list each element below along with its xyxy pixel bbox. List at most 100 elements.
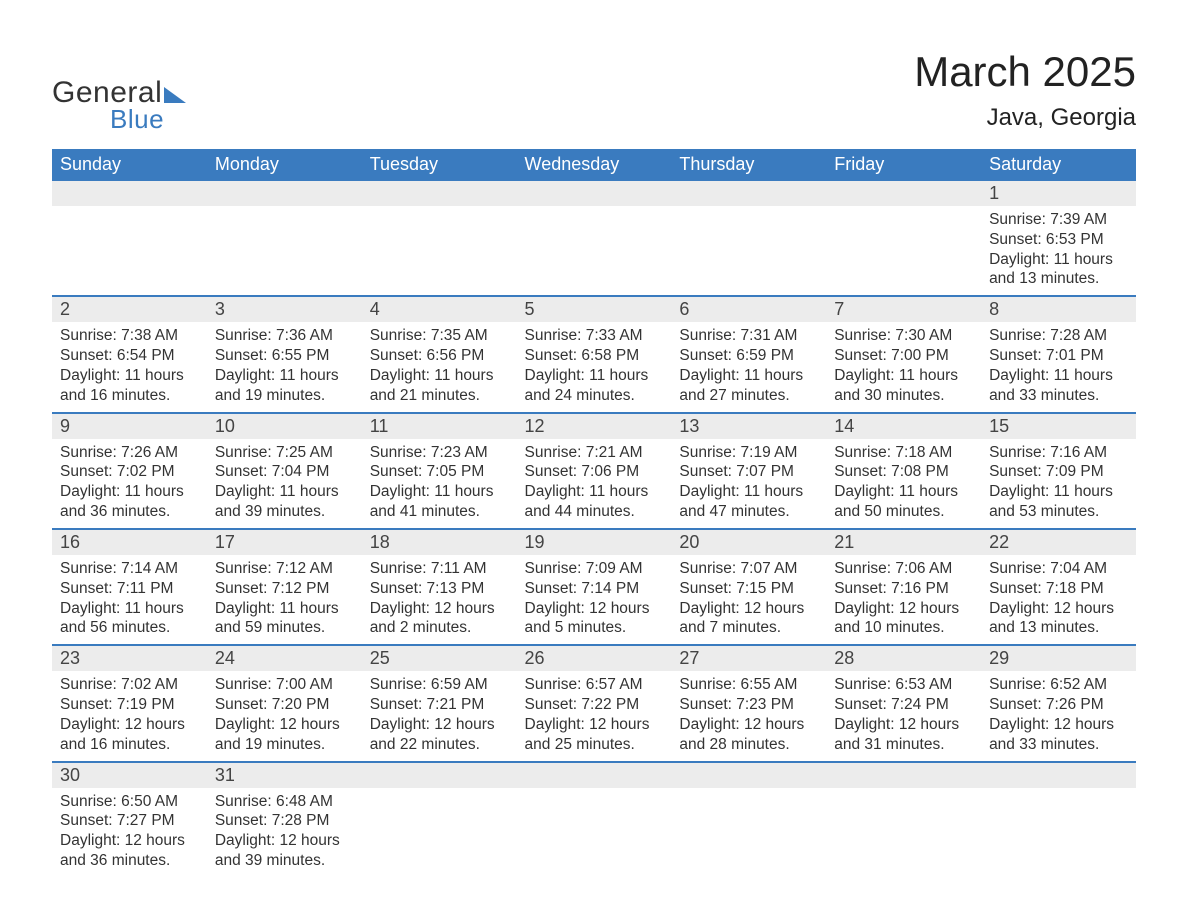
header: General Blue March 2025 Java, Georgia bbox=[52, 48, 1136, 135]
sunrise-line: Sunrise: 6:48 AM bbox=[215, 792, 356, 812]
day-number bbox=[52, 181, 207, 206]
day-details: Sunrise: 7:07 AMSunset: 7:15 PMDaylight:… bbox=[671, 555, 826, 644]
calendar-cell: 8Sunrise: 7:28 AMSunset: 7:01 PMDaylight… bbox=[981, 296, 1136, 412]
daylight-line: Daylight: 12 hours and 2 minutes. bbox=[370, 599, 511, 639]
daylight-line: Daylight: 12 hours and 7 minutes. bbox=[679, 599, 820, 639]
calendar-week: 2Sunrise: 7:38 AMSunset: 6:54 PMDaylight… bbox=[52, 296, 1136, 412]
day-number: 23 bbox=[52, 646, 207, 671]
calendar-cell: 17Sunrise: 7:12 AMSunset: 7:12 PMDayligh… bbox=[207, 529, 362, 645]
sunrise-line: Sunrise: 7:18 AM bbox=[834, 443, 975, 463]
daylight-line: Daylight: 11 hours and 33 minutes. bbox=[989, 366, 1130, 406]
day-number: 30 bbox=[52, 763, 207, 788]
calendar-cell: 14Sunrise: 7:18 AMSunset: 7:08 PMDayligh… bbox=[826, 413, 981, 529]
calendar-cell bbox=[826, 181, 981, 296]
calendar-cell bbox=[826, 762, 981, 877]
brand-word-2: Blue bbox=[110, 104, 164, 135]
day-details: Sunrise: 6:57 AMSunset: 7:22 PMDaylight:… bbox=[517, 671, 672, 760]
sunrise-line: Sunrise: 6:55 AM bbox=[679, 675, 820, 695]
day-details: Sunrise: 6:52 AMSunset: 7:26 PMDaylight:… bbox=[981, 671, 1136, 760]
day-details: Sunrise: 7:25 AMSunset: 7:04 PMDaylight:… bbox=[207, 439, 362, 528]
location: Java, Georgia bbox=[914, 104, 1136, 132]
day-number: 14 bbox=[826, 414, 981, 439]
calendar-cell: 5Sunrise: 7:33 AMSunset: 6:58 PMDaylight… bbox=[517, 296, 672, 412]
sunset-line: Sunset: 6:59 PM bbox=[679, 346, 820, 366]
calendar-cell bbox=[362, 181, 517, 296]
day-details: Sunrise: 6:48 AMSunset: 7:28 PMDaylight:… bbox=[207, 788, 362, 877]
sunset-line: Sunset: 7:06 PM bbox=[525, 462, 666, 482]
page-title: March 2025 bbox=[914, 48, 1136, 96]
daylight-line: Daylight: 11 hours and 47 minutes. bbox=[679, 482, 820, 522]
daylight-line: Daylight: 11 hours and 19 minutes. bbox=[215, 366, 356, 406]
day-number: 12 bbox=[517, 414, 672, 439]
day-details: Sunrise: 7:26 AMSunset: 7:02 PMDaylight:… bbox=[52, 439, 207, 528]
sunset-line: Sunset: 7:11 PM bbox=[60, 579, 201, 599]
day-number: 17 bbox=[207, 530, 362, 555]
day-details: Sunrise: 7:02 AMSunset: 7:19 PMDaylight:… bbox=[52, 671, 207, 760]
day-number: 8 bbox=[981, 297, 1136, 322]
calendar-cell: 25Sunrise: 6:59 AMSunset: 7:21 PMDayligh… bbox=[362, 645, 517, 761]
day-details: Sunrise: 7:18 AMSunset: 7:08 PMDaylight:… bbox=[826, 439, 981, 528]
day-details: Sunrise: 7:35 AMSunset: 6:56 PMDaylight:… bbox=[362, 322, 517, 411]
day-details bbox=[826, 788, 981, 866]
sunrise-line: Sunrise: 6:59 AM bbox=[370, 675, 511, 695]
day-number bbox=[362, 181, 517, 206]
calendar-cell: 15Sunrise: 7:16 AMSunset: 7:09 PMDayligh… bbox=[981, 413, 1136, 529]
sunrise-line: Sunrise: 7:31 AM bbox=[679, 326, 820, 346]
day-number bbox=[362, 763, 517, 788]
sunrise-line: Sunrise: 7:11 AM bbox=[370, 559, 511, 579]
sunrise-line: Sunrise: 7:04 AM bbox=[989, 559, 1130, 579]
sunset-line: Sunset: 7:14 PM bbox=[525, 579, 666, 599]
calendar-cell: 28Sunrise: 6:53 AMSunset: 7:24 PMDayligh… bbox=[826, 645, 981, 761]
calendar-cell: 3Sunrise: 7:36 AMSunset: 6:55 PMDaylight… bbox=[207, 296, 362, 412]
day-details: Sunrise: 6:53 AMSunset: 7:24 PMDaylight:… bbox=[826, 671, 981, 760]
day-details: Sunrise: 7:09 AMSunset: 7:14 PMDaylight:… bbox=[517, 555, 672, 644]
calendar-cell: 13Sunrise: 7:19 AMSunset: 7:07 PMDayligh… bbox=[671, 413, 826, 529]
day-header: Tuesday bbox=[362, 149, 517, 181]
day-details: Sunrise: 7:00 AMSunset: 7:20 PMDaylight:… bbox=[207, 671, 362, 760]
sunrise-line: Sunrise: 7:07 AM bbox=[679, 559, 820, 579]
sunset-line: Sunset: 7:24 PM bbox=[834, 695, 975, 715]
calendar-cell: 19Sunrise: 7:09 AMSunset: 7:14 PMDayligh… bbox=[517, 529, 672, 645]
day-number bbox=[517, 181, 672, 206]
calendar-cell: 21Sunrise: 7:06 AMSunset: 7:16 PMDayligh… bbox=[826, 529, 981, 645]
day-number: 6 bbox=[671, 297, 826, 322]
day-number: 19 bbox=[517, 530, 672, 555]
sunrise-line: Sunrise: 7:06 AM bbox=[834, 559, 975, 579]
day-details: Sunrise: 7:36 AMSunset: 6:55 PMDaylight:… bbox=[207, 322, 362, 411]
sunset-line: Sunset: 7:13 PM bbox=[370, 579, 511, 599]
daylight-line: Daylight: 11 hours and 24 minutes. bbox=[525, 366, 666, 406]
day-header: Wednesday bbox=[517, 149, 672, 181]
day-header: Thursday bbox=[671, 149, 826, 181]
day-details: Sunrise: 6:59 AMSunset: 7:21 PMDaylight:… bbox=[362, 671, 517, 760]
day-details bbox=[362, 206, 517, 284]
sunset-line: Sunset: 7:20 PM bbox=[215, 695, 356, 715]
day-number: 7 bbox=[826, 297, 981, 322]
calendar-cell: 30Sunrise: 6:50 AMSunset: 7:27 PMDayligh… bbox=[52, 762, 207, 877]
day-number bbox=[671, 763, 826, 788]
sunset-line: Sunset: 7:08 PM bbox=[834, 462, 975, 482]
daylight-line: Daylight: 12 hours and 19 minutes. bbox=[215, 715, 356, 755]
day-number: 31 bbox=[207, 763, 362, 788]
sunset-line: Sunset: 7:09 PM bbox=[989, 462, 1130, 482]
day-details: Sunrise: 6:55 AMSunset: 7:23 PMDaylight:… bbox=[671, 671, 826, 760]
sunrise-line: Sunrise: 6:52 AM bbox=[989, 675, 1130, 695]
day-details bbox=[517, 788, 672, 866]
daylight-line: Daylight: 11 hours and 21 minutes. bbox=[370, 366, 511, 406]
day-details bbox=[52, 206, 207, 284]
calendar-cell: 26Sunrise: 6:57 AMSunset: 7:22 PMDayligh… bbox=[517, 645, 672, 761]
daylight-line: Daylight: 12 hours and 36 minutes. bbox=[60, 831, 201, 871]
sunrise-line: Sunrise: 7:38 AM bbox=[60, 326, 201, 346]
calendar-cell: 12Sunrise: 7:21 AMSunset: 7:06 PMDayligh… bbox=[517, 413, 672, 529]
calendar-cell: 18Sunrise: 7:11 AMSunset: 7:13 PMDayligh… bbox=[362, 529, 517, 645]
calendar-cell: 6Sunrise: 7:31 AMSunset: 6:59 PMDaylight… bbox=[671, 296, 826, 412]
day-header: Monday bbox=[207, 149, 362, 181]
day-details bbox=[826, 206, 981, 284]
day-number: 1 bbox=[981, 181, 1136, 206]
calendar-cell: 22Sunrise: 7:04 AMSunset: 7:18 PMDayligh… bbox=[981, 529, 1136, 645]
daylight-line: Daylight: 12 hours and 39 minutes. bbox=[215, 831, 356, 871]
day-number: 27 bbox=[671, 646, 826, 671]
day-number: 5 bbox=[517, 297, 672, 322]
day-number bbox=[826, 763, 981, 788]
daylight-line: Daylight: 11 hours and 41 minutes. bbox=[370, 482, 511, 522]
calendar-week: 9Sunrise: 7:26 AMSunset: 7:02 PMDaylight… bbox=[52, 413, 1136, 529]
